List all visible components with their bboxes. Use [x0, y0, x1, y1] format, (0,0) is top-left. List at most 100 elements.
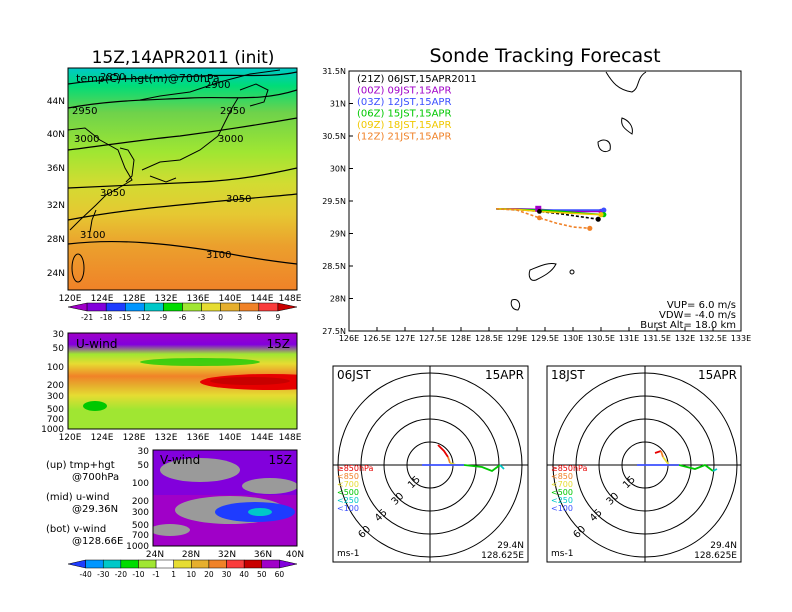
hodo-trace	[678, 463, 714, 472]
x-tick-label: 127E	[395, 334, 415, 343]
hodo-trace	[654, 450, 662, 454]
launch-marker	[535, 205, 542, 212]
x-tick-label: 128.5E	[475, 334, 503, 343]
lat-label: 36N	[254, 550, 272, 560]
map-frame	[67, 67, 298, 291]
map-panel: 15Z,14APR2011 (init) 2850 2900 2950 2950	[47, 48, 302, 304]
vup-value: VUP= 6.0 m/s	[667, 300, 736, 311]
note-bottom: @700hPa	[72, 472, 119, 483]
hodo-unit: ms-1	[551, 549, 573, 559]
colorbar-swatch	[277, 302, 298, 312]
level-legend: ≥850hPa	[337, 464, 374, 473]
map-title: 15Z,14APR2011 (init)	[92, 48, 275, 68]
lon-label: 132E	[155, 433, 178, 443]
colorbar-swatch	[182, 302, 202, 312]
contour-label: 2950	[220, 106, 245, 117]
lon-label: 136E	[187, 433, 210, 443]
lat-label: 40N	[47, 130, 65, 140]
hodo-trace	[712, 468, 718, 472]
pressure-label: 300	[132, 508, 149, 518]
hodo-lat: 29.4N	[710, 541, 737, 551]
lat-label: 36N	[47, 164, 65, 174]
lat-label: 32N	[218, 550, 236, 560]
colorbar-label: -21	[81, 313, 93, 322]
vwind-panel: V-wind 15Z 30 50 100 200 300 500 700 100…	[126, 447, 304, 560]
lon-label: 132E	[155, 294, 178, 304]
track-endpoint	[595, 216, 601, 222]
lat-label: 28N	[182, 550, 200, 560]
lon-label: 140E	[219, 433, 242, 443]
contour-label: 2850	[100, 72, 125, 83]
map-contour-labels: 2850 2900 2950 2950 3000 3000 3050 3050 …	[72, 72, 251, 261]
tracking-coastlines	[510, 71, 647, 311]
uwind-pressure-labels: 30 50 100 200 300 500 700 1000	[41, 330, 64, 435]
hodo-trace	[447, 456, 451, 464]
uwind-panel: U-wind 15Z 30 50 100 200 300 500 700 100…	[41, 330, 302, 443]
hodo-trace	[660, 450, 664, 458]
hodo-trace	[463, 464, 501, 473]
colorbar-label: 3	[237, 313, 242, 322]
hodo-time: 18JST	[551, 368, 585, 382]
x-tick-label: 131.5E	[643, 334, 671, 343]
colorbar-label: 30	[222, 570, 232, 579]
lat-label: 28N	[47, 235, 65, 245]
x-tick-label: 127.5E	[419, 334, 447, 343]
colorbar-swatch	[220, 302, 241, 312]
tracking-frame	[348, 70, 742, 332]
tracking-panel: Sonde Tracking Forecast 126E 126.5E 127E 12…	[322, 45, 751, 343]
level-legend: ≥850hPa	[551, 464, 588, 473]
colorbar-swatch	[67, 559, 86, 569]
map-lon-labels: 120E 124E 128E 132E 136E 140E 144E 148E	[59, 294, 302, 304]
lon-label: 144E	[251, 433, 274, 443]
colorbar-label: 6	[256, 313, 261, 322]
x-tick-label: 132.5E	[699, 334, 727, 343]
legend-entry: (09Z) 18JST,15APR	[357, 120, 451, 131]
colorbar-label: -12	[138, 313, 150, 322]
vdw-value: VDW= -4.0 m/s	[659, 310, 736, 321]
track-endpoint	[587, 225, 593, 231]
x-tick-label: 130.5E	[587, 334, 615, 343]
contour-label: 3000	[218, 134, 243, 145]
colorbar-label: 10	[187, 570, 197, 579]
legend-entry: (21Z) 06JST,15APR2011	[357, 74, 477, 85]
lon-label: 136E	[187, 294, 210, 304]
colorbar-label: 60	[275, 570, 285, 579]
colorbar-label: 20	[204, 570, 214, 579]
y-tick-label: 29N	[330, 230, 346, 239]
note-top: (up) tmp+hgt	[46, 460, 115, 471]
pressure-label: 30	[138, 447, 150, 457]
note-bottom: @128.66E	[72, 536, 123, 547]
contour-label: 3000	[74, 134, 99, 145]
pressure-label: 100	[47, 363, 64, 373]
hodo-unit: ms-1	[337, 549, 359, 559]
contour-label: 2900	[205, 80, 230, 91]
colorbar-label: -10	[132, 570, 144, 579]
colorbar-swatch	[125, 302, 145, 312]
level-legend: <250	[337, 496, 359, 505]
colorbar-swatch	[163, 302, 183, 312]
x-tick-label: 132E	[675, 334, 695, 343]
colorbar-swatch	[105, 302, 126, 312]
uwind-frame	[67, 332, 298, 430]
y-tick-label: 28N	[330, 295, 346, 304]
level-legend: <850	[337, 472, 359, 481]
pressure-label: 100	[132, 479, 149, 489]
colorbar-swatch	[86, 302, 107, 312]
colorbar-swatch	[144, 302, 164, 312]
y-tick-label: 27.5N	[322, 327, 346, 336]
lon-label: 120E	[59, 433, 82, 443]
colorbar-label: -9	[160, 313, 168, 322]
hodo-lat: 29.4N	[497, 541, 524, 551]
y-tick-label: 30N	[330, 165, 346, 174]
legend-entry: (03Z) 12JST,15APR	[357, 97, 451, 108]
lat-label: 40N	[286, 550, 304, 560]
x-tick-label: 126E	[339, 334, 359, 343]
uwind-label: U-wind	[76, 337, 117, 351]
colorbar-swatch	[67, 302, 88, 312]
pressure-label: 700	[132, 531, 149, 541]
pressure-label: 200	[47, 381, 64, 391]
hodo-trace	[437, 444, 449, 458]
colorbar-swatch	[138, 559, 157, 569]
